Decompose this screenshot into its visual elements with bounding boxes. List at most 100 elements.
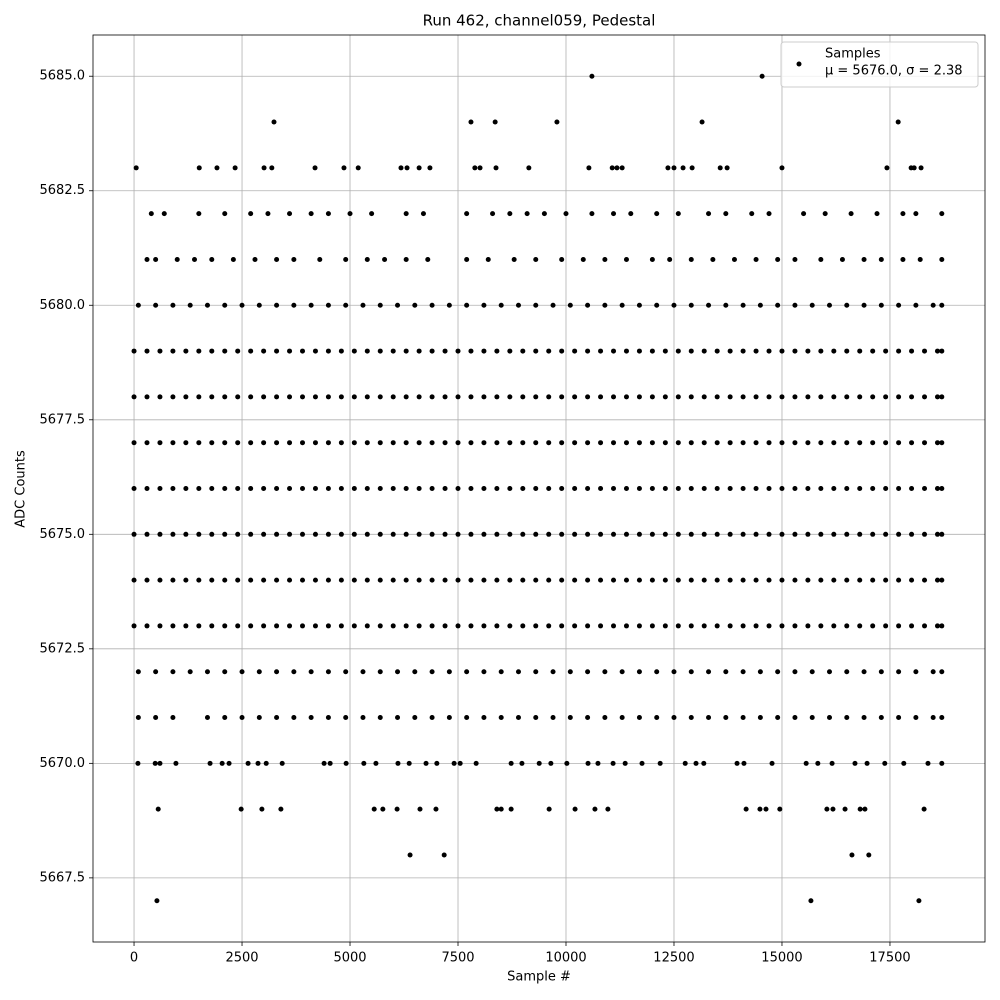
sample-point: [135, 669, 141, 675]
sample-point: [533, 348, 539, 354]
sample-point: [508, 760, 514, 766]
sample-point: [144, 623, 150, 629]
sample-point: [740, 715, 746, 721]
sample-point: [654, 669, 660, 675]
sample-point: [520, 486, 526, 491]
sample-point: [473, 760, 479, 766]
y-tick-label: 5675.0: [40, 527, 86, 542]
sample-point: [327, 760, 333, 766]
sample-point: [248, 394, 254, 400]
sample-point: [585, 486, 591, 491]
sample-point: [766, 394, 772, 400]
sample-point: [701, 531, 707, 537]
sample-point: [753, 486, 759, 491]
sample-point: [429, 348, 435, 354]
sample-point: [567, 669, 573, 675]
sample-point: [826, 715, 832, 721]
sample-point: [818, 486, 824, 491]
sample-point: [507, 577, 513, 583]
sample-point: [507, 440, 513, 446]
sample-point: [135, 715, 141, 721]
sample-point: [611, 440, 617, 446]
sample-point: [842, 806, 848, 812]
sample-point: [442, 531, 448, 537]
sample-point: [585, 760, 591, 766]
sample-point: [815, 760, 821, 766]
sample-point: [429, 302, 435, 308]
sample-point: [481, 577, 487, 583]
sample-point: [805, 577, 811, 583]
sample-point: [723, 211, 729, 217]
sample-point: [308, 211, 314, 217]
sample-point: [279, 760, 285, 766]
sample-point: [287, 394, 293, 400]
sample-point: [922, 623, 928, 629]
sample-point: [256, 715, 262, 721]
sample-point: [609, 165, 615, 171]
sample-point: [312, 623, 318, 629]
sample-point: [862, 806, 868, 812]
sample-point: [153, 715, 159, 721]
sample-point: [883, 623, 889, 629]
sample-point: [896, 486, 902, 491]
sample-point: [900, 211, 906, 217]
sample-point: [157, 486, 163, 491]
x-tick-label: 12500: [653, 951, 694, 966]
sample-point: [222, 623, 228, 629]
sample-point: [766, 623, 772, 629]
sample-point: [192, 256, 198, 262]
sample-point: [248, 623, 254, 629]
sample-point: [805, 440, 811, 446]
sample-point: [144, 531, 150, 537]
sample-point: [585, 669, 591, 675]
sample-point: [481, 348, 487, 354]
sample-point: [173, 760, 179, 766]
sample-point: [818, 531, 824, 537]
sample-point: [183, 486, 189, 491]
sample-point: [662, 394, 668, 400]
sample-point: [809, 302, 815, 308]
sample-point: [369, 211, 375, 217]
sample-point: [844, 394, 850, 400]
sample-point: [688, 394, 694, 400]
sample-point: [831, 348, 837, 354]
sample-point: [870, 577, 876, 583]
sample-point: [153, 669, 159, 675]
sample-point: [536, 760, 542, 766]
sample-point: [878, 715, 884, 721]
sample-point: [895, 119, 901, 125]
sample-point: [623, 256, 629, 262]
sample-point: [300, 623, 306, 629]
sample-point: [429, 577, 435, 583]
sample-point: [779, 440, 785, 446]
sample-point: [662, 623, 668, 629]
sample-point: [559, 623, 565, 629]
sample-point: [731, 256, 737, 262]
sample-point: [595, 760, 601, 766]
sample-point: [325, 715, 331, 721]
sample-point: [481, 440, 487, 446]
sample-point: [671, 715, 677, 721]
sample-point: [809, 669, 815, 675]
sample-point: [922, 394, 928, 400]
sample-point: [300, 394, 306, 400]
sample-point: [239, 669, 245, 675]
sample-point: [917, 256, 923, 262]
sample-point: [209, 577, 215, 583]
sample-point: [921, 806, 927, 812]
sample-point: [144, 348, 150, 354]
sample-point: [477, 165, 483, 171]
sample-point: [131, 531, 137, 537]
sample-point: [498, 669, 504, 675]
sample-point: [325, 211, 331, 217]
sample-point: [792, 623, 798, 629]
sample-point: [939, 211, 945, 217]
sample-point: [567, 715, 573, 721]
sample-point: [157, 623, 163, 629]
sample-point: [559, 256, 565, 262]
sample-point: [934, 577, 940, 583]
sample-point: [446, 669, 452, 675]
sample-point: [706, 302, 712, 308]
sample-point: [321, 760, 327, 766]
